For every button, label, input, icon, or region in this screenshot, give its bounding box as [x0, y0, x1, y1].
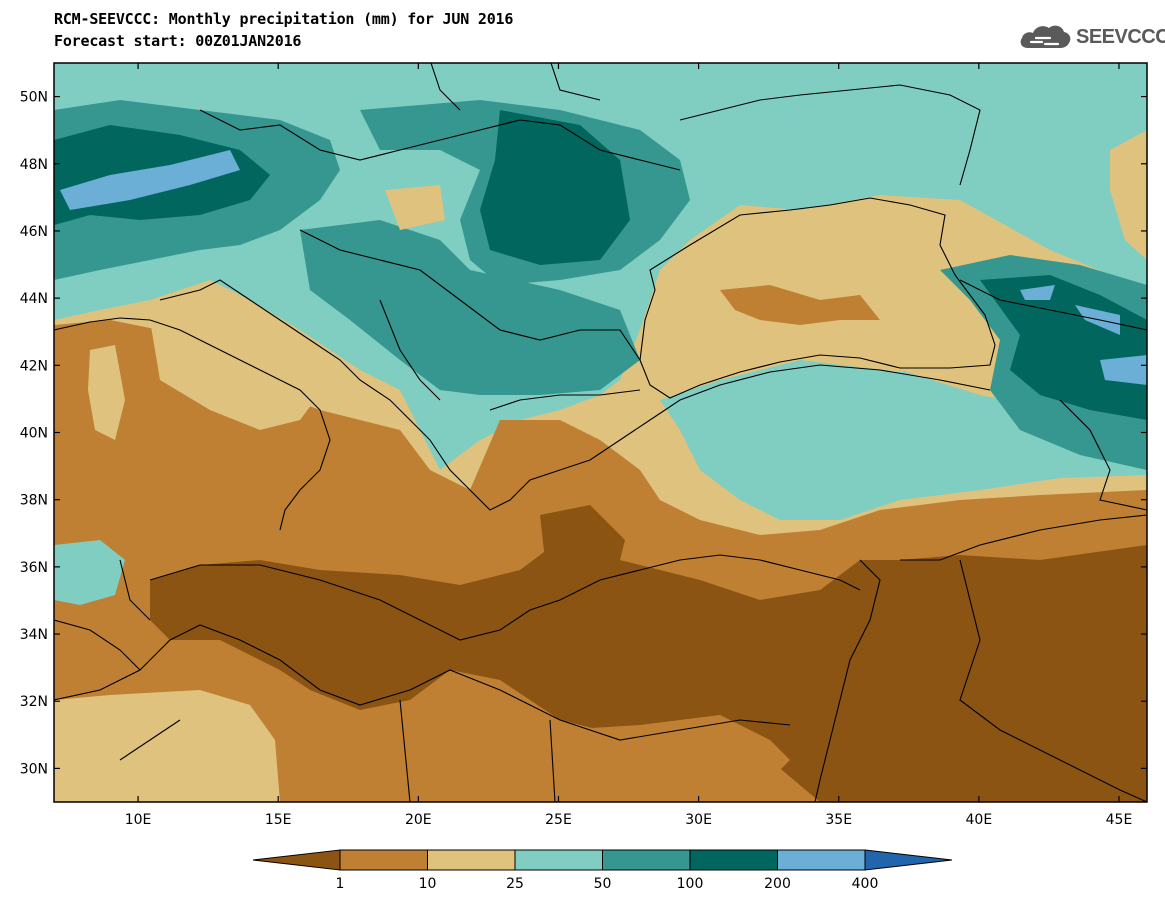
lat-tick-label: 30N — [20, 761, 48, 777]
colorbar-swatch — [427, 849, 516, 871]
lat-tick-label: 44N — [20, 291, 48, 307]
logo-text: SEEVCCC — [1076, 25, 1165, 48]
seevccc-logo: SEEVCCC — [1018, 22, 1165, 52]
colorbar-label: 400 — [852, 876, 879, 892]
lat-tick-label: 34N — [20, 627, 48, 643]
cloud-icon — [1020, 25, 1071, 48]
lon-tick-label: 45E — [1106, 812, 1133, 828]
map-title: RCM-SEEVCCC: Monthly precipitation (mm) … — [54, 10, 514, 28]
lon-tick-label: 20E — [405, 812, 432, 828]
colorbar-label: 50 — [594, 876, 612, 892]
lon-tick-label: 35E — [825, 812, 852, 828]
lat-tick-label: 46N — [20, 224, 48, 240]
latitude-axis: 50N 48N 46N 44N 42N 40N 38N 36N 34N 32N 30N — [20, 90, 1147, 777]
colorbar-label: 100 — [677, 876, 704, 892]
forecast-start-label: Forecast start: 00Z01JAN2016 — [54, 32, 302, 50]
longitude-axis: 10E 15E 20E 25E 30E 35E 40E 45E — [125, 63, 1133, 828]
lat-tick-label: 32N — [20, 694, 48, 710]
lat-tick-label: 48N — [20, 157, 48, 173]
lon-tick-label: 10E — [125, 812, 152, 828]
colorbar-swatch — [339, 849, 428, 871]
lon-tick-label: 15E — [265, 812, 292, 828]
colorbar-label: 200 — [764, 876, 791, 892]
lat-tick-label: 36N — [20, 560, 48, 576]
lon-tick-label: 25E — [545, 812, 572, 828]
lat-tick-label: 40N — [20, 426, 48, 442]
colorbar-label: 1 — [336, 876, 345, 892]
precipitation-field — [54, 63, 1147, 802]
colorbar-swatch — [777, 849, 866, 871]
coastlines — [54, 63, 1147, 802]
colorbar-legend: 1 10 25 50 100 200 400 — [252, 849, 953, 892]
colorbar-swatch — [514, 849, 603, 871]
colorbar-label: 25 — [506, 876, 524, 892]
lat-tick-label: 50N — [20, 90, 48, 106]
colorbar-swatch — [602, 849, 691, 871]
lat-tick-label: 42N — [20, 358, 48, 374]
lon-tick-label: 40E — [966, 812, 993, 828]
lon-tick-label: 30E — [685, 812, 712, 828]
colorbar-high-arrow — [864, 849, 953, 871]
colorbar-low-arrow — [252, 849, 341, 871]
colorbar-label: 10 — [419, 876, 437, 892]
colorbar-swatch — [689, 849, 778, 871]
lat-tick-label: 38N — [20, 493, 48, 509]
